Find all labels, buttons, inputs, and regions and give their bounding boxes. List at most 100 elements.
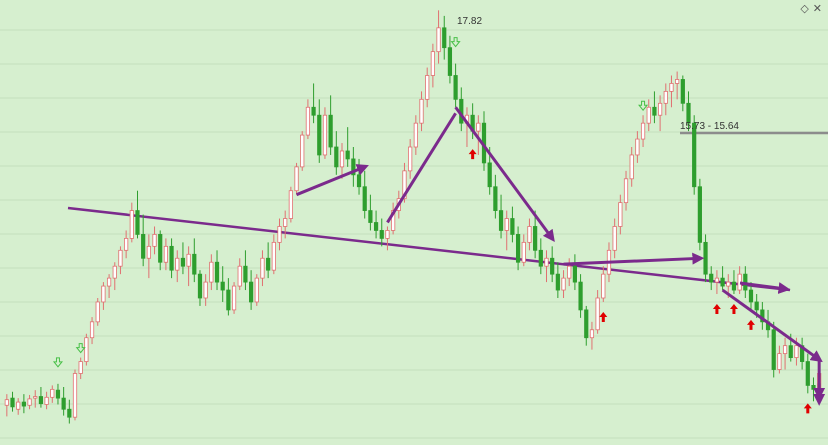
bullish-candle <box>152 234 157 247</box>
bullish-candle <box>231 285 237 311</box>
bearish-candle <box>533 226 538 251</box>
signal-top-marker <box>638 100 649 112</box>
bullish-candle <box>300 134 305 168</box>
bullish-candle <box>175 257 180 271</box>
bearish-candle <box>510 218 515 235</box>
bullish-candle <box>84 337 89 362</box>
signal-up-arrow <box>803 403 812 414</box>
bullish-candle <box>782 345 788 355</box>
bearish-candle <box>692 122 697 188</box>
bullish-candle <box>635 138 640 156</box>
bullish-candle <box>601 273 606 299</box>
bearish-candle <box>373 222 379 231</box>
signal-top-marker <box>75 343 86 354</box>
bearish-candle <box>578 281 583 311</box>
bearish-candle <box>754 301 759 311</box>
bullish-candle <box>27 398 32 406</box>
close-icon[interactable]: ✕ <box>812 2 822 15</box>
bearish-candle <box>158 234 163 263</box>
bullish-candle <box>561 277 566 291</box>
bearish-candle <box>21 401 26 407</box>
bearish-candle <box>351 158 356 176</box>
bullish-candle <box>385 230 390 239</box>
pattern-arrows <box>295 106 826 406</box>
bearish-candle <box>248 281 254 303</box>
bearish-candle <box>493 186 498 211</box>
high-price-label: 17.82 <box>457 16 482 27</box>
bearish-candle <box>368 210 373 223</box>
bearish-candle <box>811 385 816 390</box>
bullish-candle <box>203 281 208 299</box>
bullish-candle <box>567 265 572 279</box>
bullish-candle <box>72 373 78 418</box>
signal-up-arrow <box>599 311 608 322</box>
signal-markers <box>52 37 812 414</box>
pattern-arrow <box>721 288 823 363</box>
bearish-candle <box>266 257 271 271</box>
pattern-arrow <box>386 112 457 224</box>
bullish-candle <box>425 75 430 100</box>
bearish-candle <box>572 265 577 283</box>
bullish-candle <box>527 226 532 243</box>
bullish-candle <box>595 297 600 331</box>
bullish-candle <box>544 257 549 267</box>
bullish-candle <box>589 329 595 339</box>
bullish-candle <box>658 102 663 116</box>
bullish-candle <box>277 226 282 243</box>
bullish-candle <box>726 281 731 287</box>
bearish-candle <box>686 102 691 124</box>
bullish-candle <box>714 277 720 283</box>
bullish-candle <box>118 249 123 267</box>
bullish-candle <box>413 122 418 148</box>
bullish-candle <box>794 345 799 358</box>
bearish-candle <box>141 234 146 259</box>
bullish-candle <box>305 106 311 136</box>
bullish-candle <box>777 353 782 370</box>
bearish-candle <box>317 114 322 156</box>
bullish-candle <box>44 396 49 405</box>
bearish-candle <box>788 345 793 358</box>
bullish-candle <box>669 83 674 92</box>
bullish-candle <box>288 190 293 219</box>
bullish-candle <box>4 399 9 406</box>
bearish-candle <box>356 174 362 188</box>
bullish-candle <box>16 401 21 410</box>
bearish-candle <box>226 289 231 311</box>
bullish-candle <box>129 210 134 239</box>
bullish-candle <box>408 146 413 172</box>
bearish-candle <box>652 106 657 116</box>
window-controls: ◇ ✕ <box>796 3 822 15</box>
signal-up-arrow <box>468 149 477 160</box>
bearish-candle <box>555 273 560 291</box>
diamond-icon[interactable]: ◇ <box>800 2 809 15</box>
neckline-trendline <box>67 206 791 292</box>
bullish-candle <box>675 79 680 84</box>
bearish-candle <box>771 329 776 370</box>
bullish-candle <box>402 170 407 200</box>
bullish-candle <box>419 98 424 124</box>
bearish-candle <box>10 397 15 408</box>
bullish-candle <box>254 277 259 303</box>
bullish-candle <box>50 388 55 398</box>
bearish-candle <box>345 150 350 160</box>
bearish-candle <box>192 253 197 275</box>
bearish-candle <box>214 261 220 283</box>
bearish-candle <box>748 289 754 303</box>
bearish-candle <box>805 361 810 386</box>
bullish-candle <box>124 237 129 251</box>
bullish-candle <box>95 301 100 323</box>
bearish-candle <box>447 47 453 76</box>
bullish-candle <box>663 90 668 104</box>
bullish-candle <box>430 51 435 76</box>
bullish-candle <box>504 218 509 231</box>
bearish-candle <box>135 210 140 235</box>
bullish-candle <box>646 106 651 124</box>
head-and-shoulders-pattern <box>67 131 828 292</box>
bullish-candle <box>339 150 345 168</box>
signal-up-arrow <box>729 304 738 315</box>
bullish-candle <box>209 261 214 283</box>
bullish-candle <box>101 285 106 303</box>
bullish-candle <box>106 277 112 287</box>
